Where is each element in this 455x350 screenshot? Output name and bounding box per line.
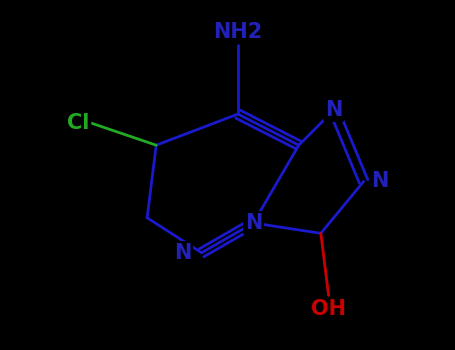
Text: N: N — [371, 172, 389, 191]
Text: N: N — [245, 213, 262, 233]
Text: N: N — [325, 100, 343, 120]
Text: Cl: Cl — [67, 113, 90, 133]
Text: NH2: NH2 — [213, 22, 263, 42]
Text: N: N — [174, 243, 191, 263]
Text: OH: OH — [311, 299, 346, 318]
